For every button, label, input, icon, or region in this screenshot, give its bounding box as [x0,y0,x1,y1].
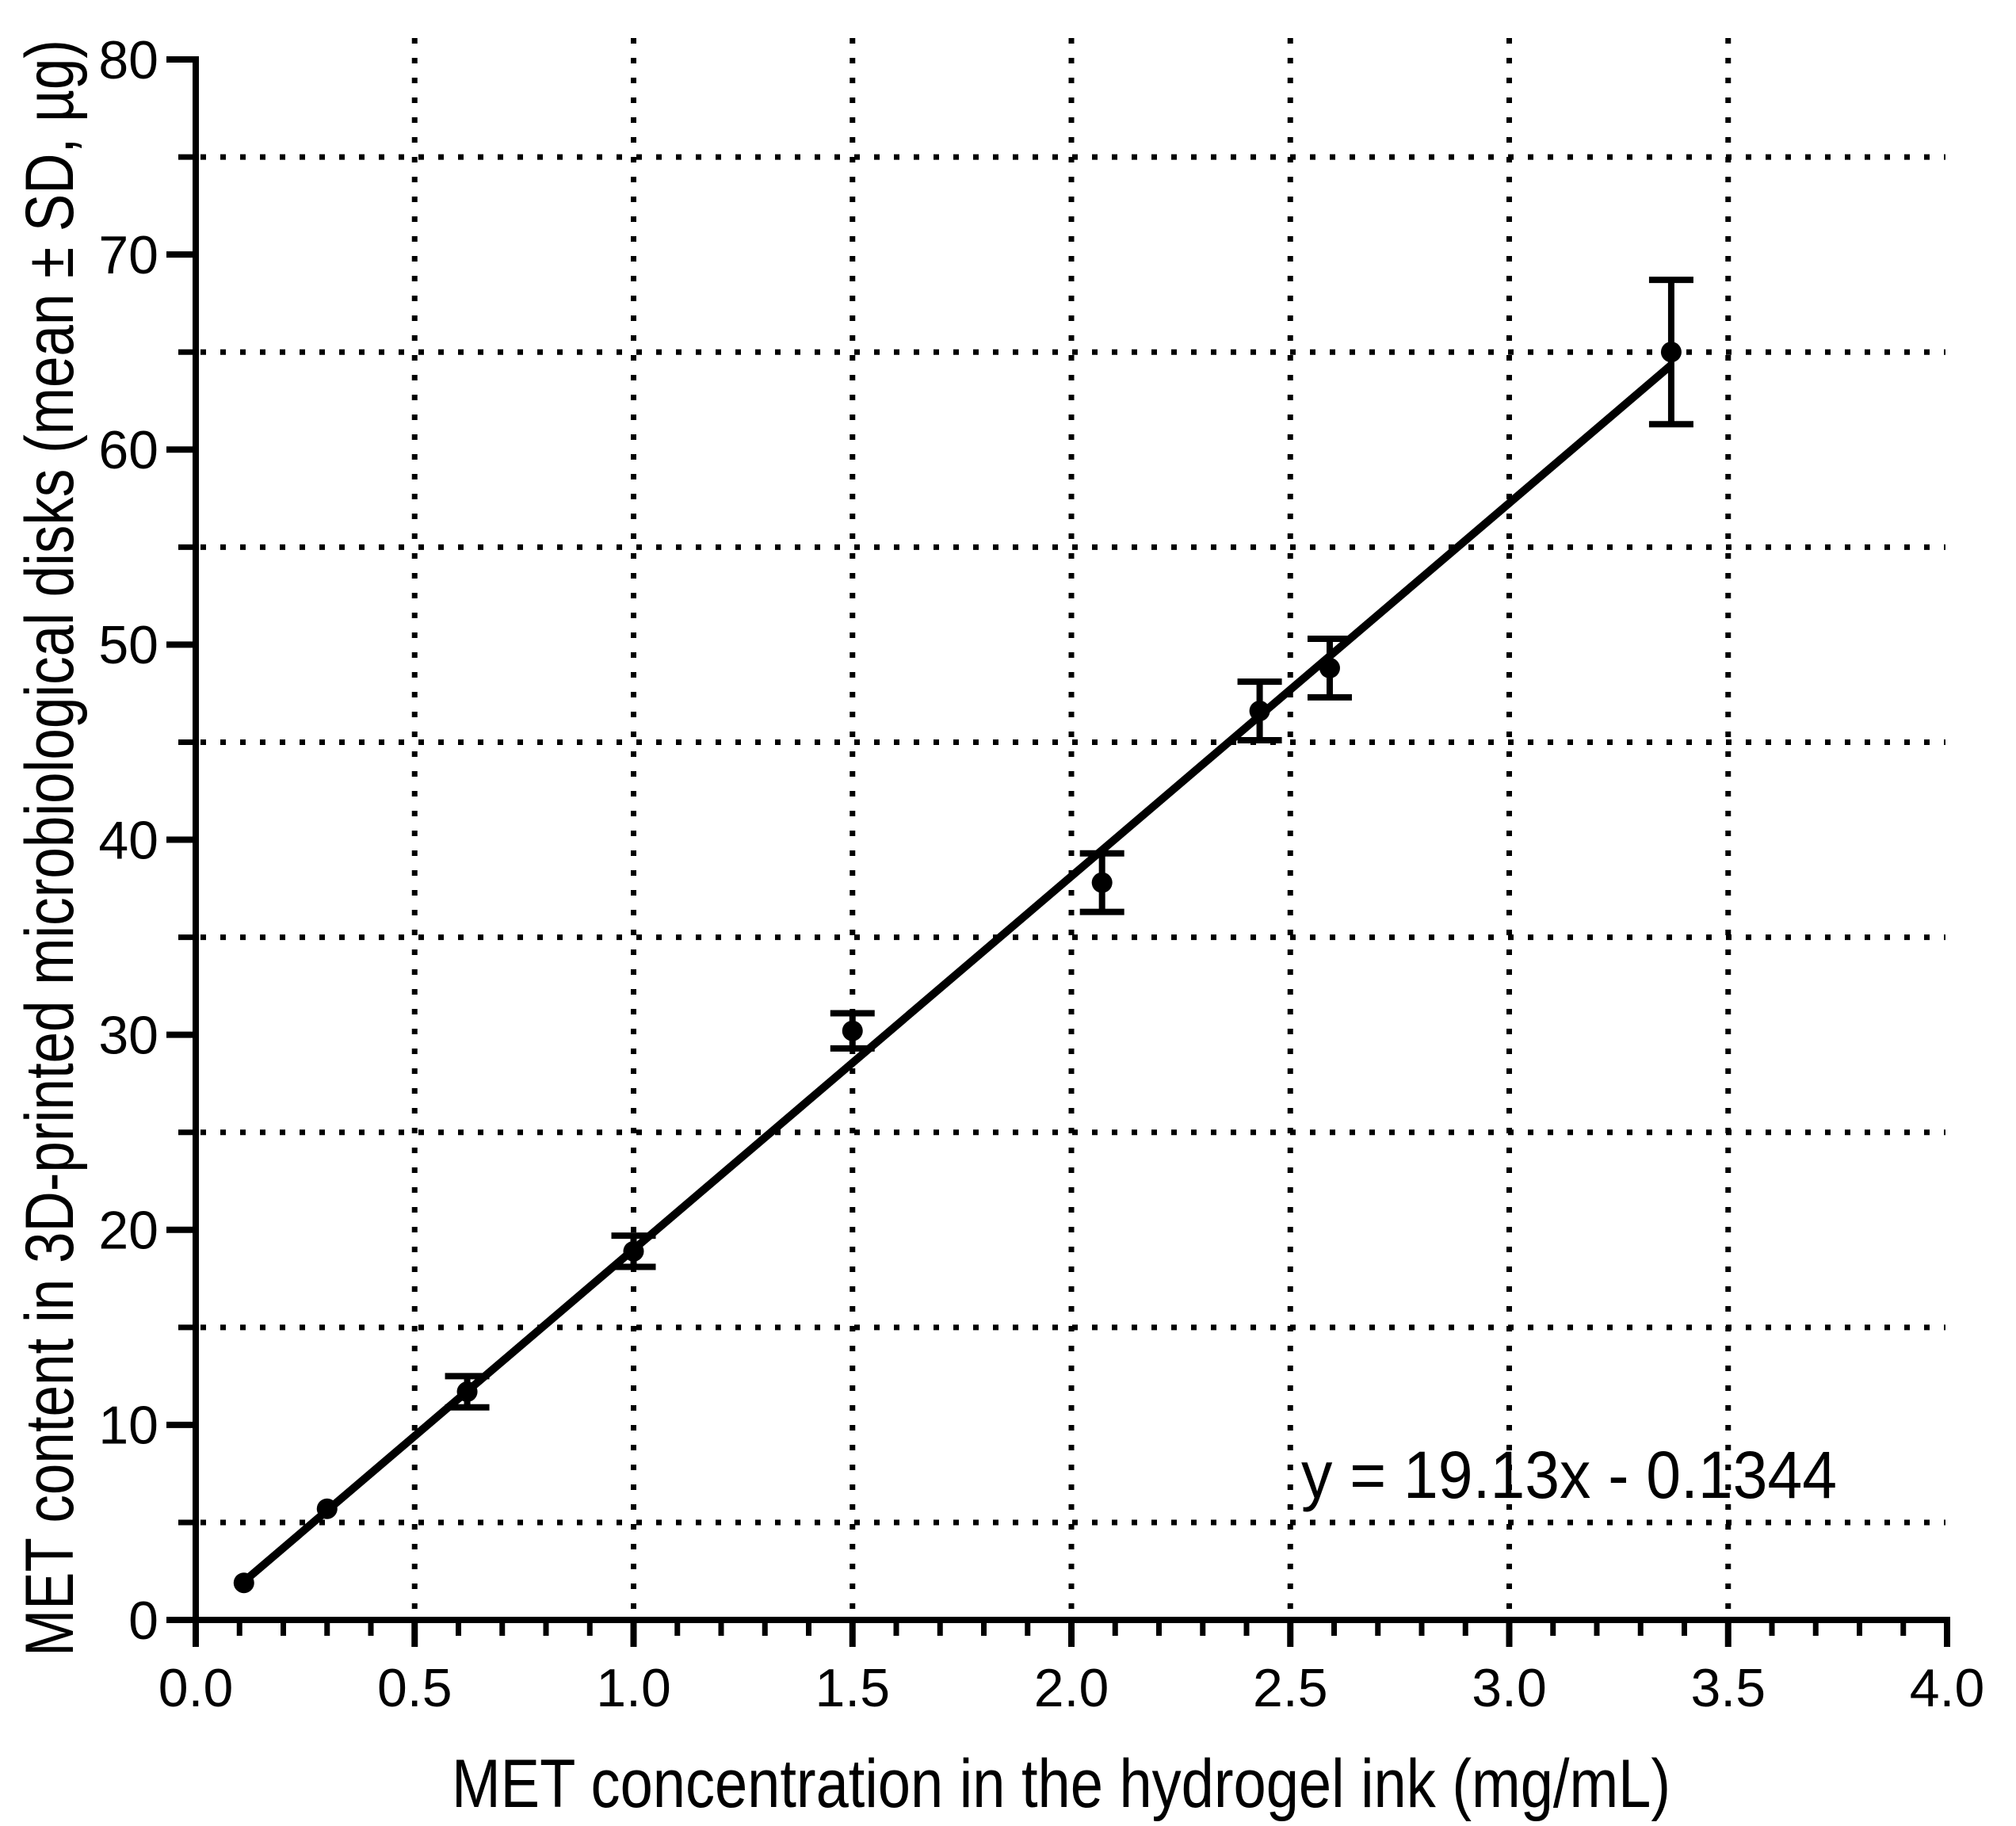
x-tick-label: 2.0 [1034,1658,1109,1718]
data-point [1660,342,1682,363]
error-bars [445,277,1693,1411]
data-point [842,1020,863,1041]
y-tick-label: 20 [98,1201,158,1261]
y-tick-label: 30 [98,1005,158,1065]
gridlines-horizontal [200,154,1945,1526]
gridlines-vertical [411,38,1732,1620]
x-tick-label: 1.0 [596,1658,671,1718]
y-axis-tick-labels: 0 10 20 30 40 50 60 70 80 [98,30,158,1651]
data-point [1249,701,1270,722]
x-tick-label: 3.0 [1472,1658,1547,1718]
x-axis-ticks [193,1620,1950,1647]
x-tick-label: 0.0 [158,1658,234,1718]
y-tick-label: 10 [98,1396,158,1456]
x-tick-label: 0.5 [377,1658,452,1718]
x-tick-label: 2.5 [1253,1658,1328,1718]
y-axis-title: MET content in 3D-printed microbiologica… [12,40,88,1656]
x-axis-tick-labels: 0.0 0.5 1.0 1.5 2.0 2.5 3.0 3.5 4.0 [158,1658,1985,1718]
equation-label: y = 19.13x - 0.1344 [1301,1438,1837,1512]
x-tick-label: 4.0 [1910,1658,1985,1718]
y-tick-label: 70 [98,225,158,285]
y-tick-label: 60 [98,420,158,480]
data-point-series [233,342,1682,1594]
x-tick-label: 3.5 [1690,1658,1766,1718]
x-axis-title: MET concentration in the hydrogel ink (m… [452,1746,1670,1822]
data-point [1091,872,1113,893]
data-point [1319,657,1340,678]
y-tick-label: 0 [128,1591,158,1651]
y-axis-ticks [166,56,196,1623]
data-point [316,1498,338,1519]
data-point [623,1240,644,1262]
data-point [456,1381,478,1403]
y-tick-label: 50 [98,615,158,675]
x-tick-label: 1.5 [815,1658,890,1718]
y-tick-label: 80 [98,30,158,90]
y-tick-label: 40 [98,810,158,870]
data-point [233,1572,254,1594]
